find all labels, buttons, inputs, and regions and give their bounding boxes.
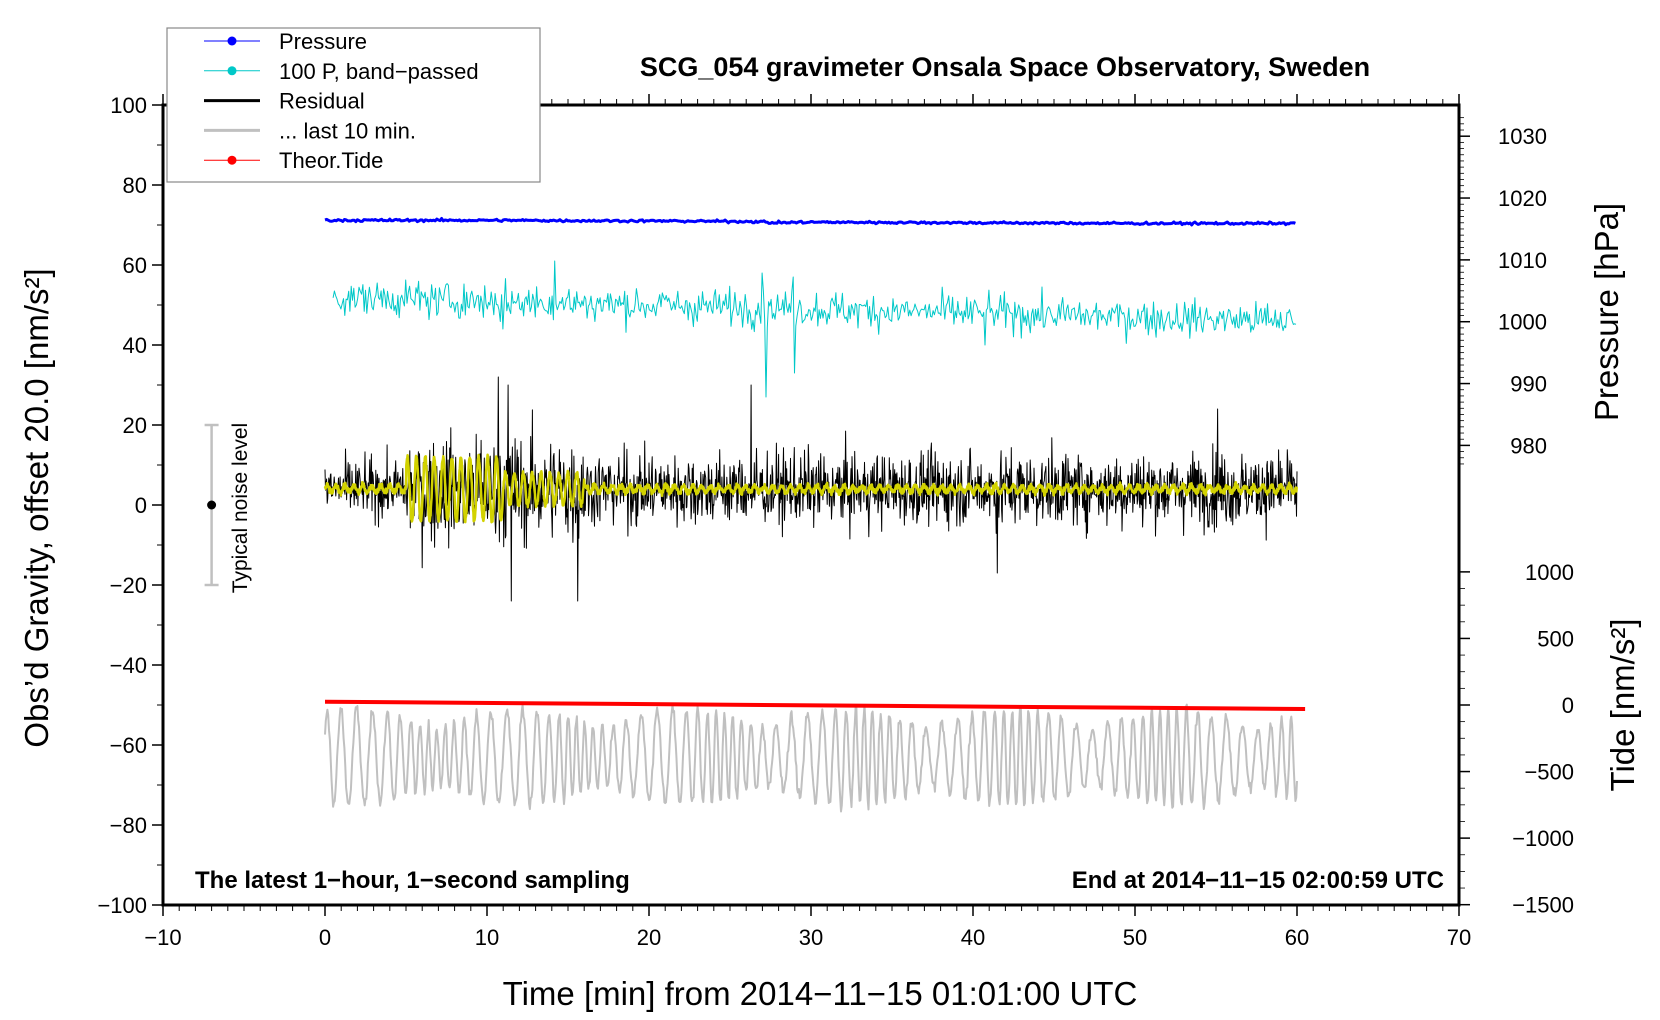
x-tick-label: 70 bbox=[1447, 925, 1471, 950]
annotation-right: End at 2014−11−15 02:00:59 UTC bbox=[1072, 867, 1444, 894]
tide-tick-label: −1500 bbox=[1512, 893, 1574, 918]
x-tick-label: 60 bbox=[1285, 925, 1309, 950]
y-tick-label: −40 bbox=[110, 653, 147, 678]
x-tick-label: 0 bbox=[319, 925, 331, 950]
tide-tick-label: 1000 bbox=[1525, 560, 1574, 585]
pressure-tick-label: 1010 bbox=[1498, 248, 1547, 273]
tide-tick-label: −500 bbox=[1524, 760, 1574, 785]
legend-marker-4 bbox=[227, 155, 237, 165]
x-tick-label: 50 bbox=[1123, 925, 1147, 950]
pressure-tick-label: 1000 bbox=[1498, 310, 1547, 335]
series-layer bbox=[204, 217, 1306, 813]
legend-label-3: ... last 10 min. bbox=[279, 118, 416, 143]
pressure-tick-label: 990 bbox=[1510, 372, 1547, 397]
series-pressure bbox=[324, 217, 1296, 227]
series-residual bbox=[324, 376, 1298, 602]
axes-layer: −10 0 10 20 30 40 50 60 70100806040200−20−40−60−… bbox=[97, 93, 1574, 950]
series-band-passed-pressure bbox=[332, 260, 1297, 398]
x-axis-label: Time [min] from 2014−11−15 01:01:00 UTC bbox=[503, 975, 1138, 1012]
pressure-tick-label: 980 bbox=[1510, 433, 1547, 458]
x-tick-label: 10 bbox=[475, 925, 499, 950]
noise-level-center-dot bbox=[207, 500, 217, 510]
annotation-left: The latest 1−hour, 1−second sampling bbox=[195, 867, 630, 894]
legend-label-1: 100 P, band−passed bbox=[279, 59, 479, 84]
tide-axis-label: Tide [nm/s²] bbox=[1604, 619, 1641, 792]
y-tick-label: −60 bbox=[110, 733, 147, 758]
x-tick-label: 40 bbox=[961, 925, 985, 950]
y-tick-label: 60 bbox=[123, 253, 147, 278]
tide-tick-label: 0 bbox=[1562, 693, 1574, 718]
legend-label-0: Pressure bbox=[279, 29, 367, 54]
legend-marker-1 bbox=[227, 66, 237, 76]
noise-level-label: Typical noise level bbox=[229, 423, 252, 593]
pressure-tick-label: 1030 bbox=[1498, 124, 1547, 149]
series-last-10-min bbox=[324, 703, 1298, 813]
legend: Pressure 100 P, band−passed Residual ... la… bbox=[166, 27, 541, 183]
y-tick-label: 40 bbox=[123, 333, 147, 358]
legend-label-4: Theor.Tide bbox=[279, 148, 383, 173]
x-tick-label: 20 bbox=[637, 925, 661, 950]
y-tick-label: 0 bbox=[135, 493, 147, 518]
tide-tick-label: 500 bbox=[1537, 626, 1574, 651]
pressure-tick-label: 1020 bbox=[1498, 186, 1547, 211]
legend-marker-0 bbox=[227, 36, 237, 46]
x-tick-label: −10 bbox=[144, 925, 181, 950]
y-tick-label: 80 bbox=[123, 173, 147, 198]
legend-box bbox=[166, 27, 541, 183]
legend-label-2: Residual bbox=[279, 89, 365, 114]
y-tick-label: −20 bbox=[110, 573, 147, 598]
x-tick-label: 30 bbox=[799, 925, 823, 950]
series-theoretical-tide bbox=[324, 699, 1306, 711]
pressure-axis-label: Pressure [hPa] bbox=[1588, 203, 1625, 421]
y-tick-label: −80 bbox=[110, 813, 147, 838]
series-residual-smoothed bbox=[323, 453, 1298, 524]
y-axis-label: Obs’d Gravity, offset 20.0 [nm/s²] bbox=[18, 268, 55, 747]
y-tick-label: 100 bbox=[110, 93, 147, 118]
y-tick-label: 20 bbox=[123, 413, 147, 438]
y-tick-label: −100 bbox=[97, 893, 147, 918]
tide-tick-label: −1000 bbox=[1512, 826, 1574, 851]
chart-title: SCG_054 gravimeter Onsala Space Observat… bbox=[640, 52, 1370, 82]
